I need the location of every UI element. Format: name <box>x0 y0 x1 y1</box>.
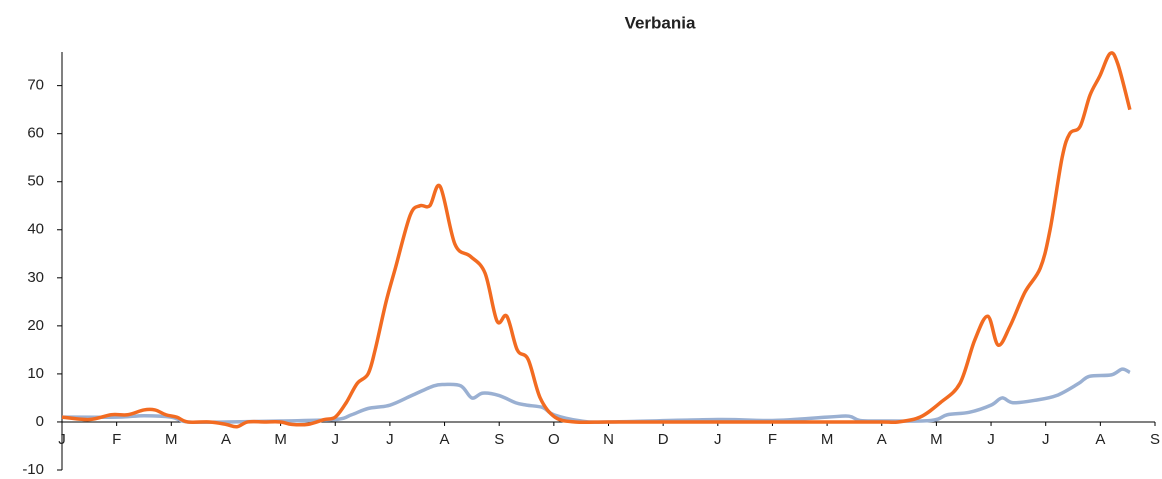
y-tick-label: 0 <box>36 413 44 430</box>
chart-title: Verbania <box>625 13 696 32</box>
y-tick-label: 20 <box>27 317 44 334</box>
y-tick-label: 70 <box>27 77 44 94</box>
x-tick-label: N <box>603 431 614 448</box>
x-tick-label: J <box>1042 431 1050 448</box>
y-tick-label: 30 <box>27 269 44 286</box>
x-tick-label: D <box>658 431 669 448</box>
y-tick-label: 50 <box>27 173 44 190</box>
y-tick-label: 40 <box>27 221 44 238</box>
x-tick-label: A <box>1095 431 1105 448</box>
x-tick-label: A <box>221 431 231 448</box>
series-line <box>61 367 1131 425</box>
y-tick-label: 60 <box>27 125 44 142</box>
x-tick-label: O <box>548 431 560 448</box>
x-tick-label: M <box>821 431 834 448</box>
x-tick-label: M <box>274 431 287 448</box>
x-tick-label: J <box>987 431 995 448</box>
x-tick-label: J <box>58 431 66 448</box>
x-tick-label: S <box>494 431 504 448</box>
x-tick-label: M <box>165 431 178 448</box>
x-tick-label: J <box>386 431 394 448</box>
x-tick-label: J <box>332 431 340 448</box>
x-tick-label: M <box>930 431 943 448</box>
x-tick-label: S <box>1150 431 1160 448</box>
x-tick-label: J <box>714 431 722 448</box>
x-tick-label: F <box>768 431 777 448</box>
x-tick-label: A <box>877 431 887 448</box>
series-line <box>61 51 1132 429</box>
y-tick-label: 10 <box>27 365 44 382</box>
x-tick-label: A <box>440 431 450 448</box>
x-tick-label: F <box>112 431 121 448</box>
y-tick-label: -10 <box>22 461 44 478</box>
